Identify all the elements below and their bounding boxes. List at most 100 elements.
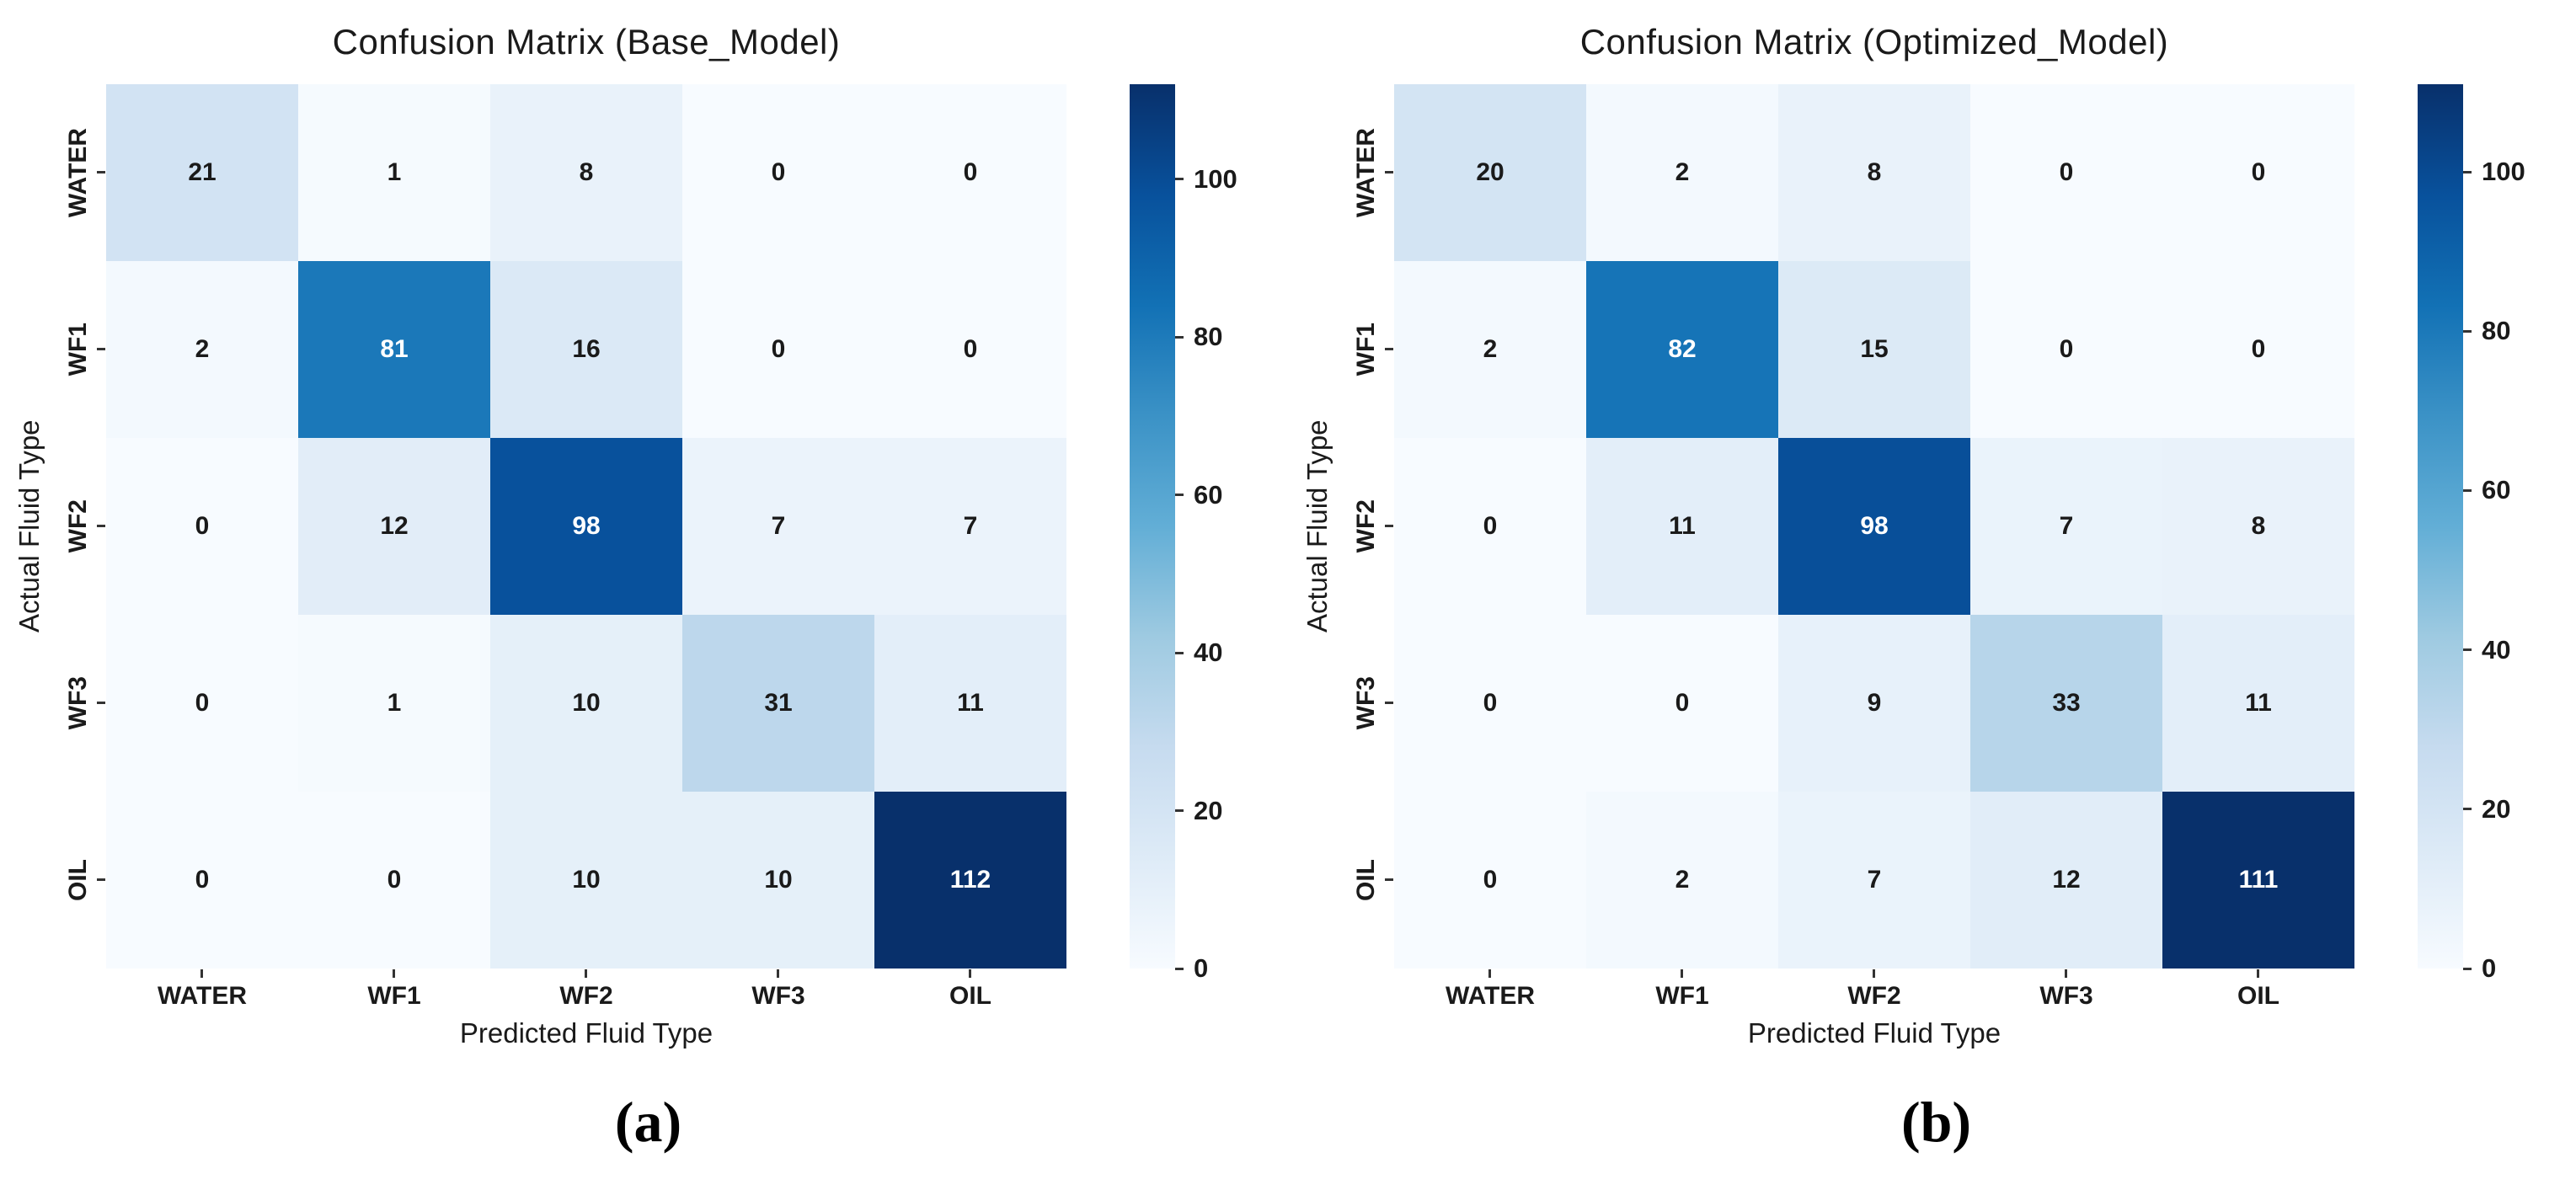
colorbar-tick: 40: [1175, 638, 1222, 668]
heatmap-grid: 20 2 8 0 0 2 82 15 0 0 0 11 98 7 8 0 0 9 33 11 0 2 7 12 111: [1394, 84, 2354, 969]
heatmap-cell: 81: [298, 261, 490, 438]
x-tick-mark: [393, 969, 395, 978]
colorbar-tick-label: 80: [2482, 316, 2511, 346]
heatmap-cell: 20: [1394, 84, 1586, 261]
x-tick-label: OIL: [874, 969, 1066, 1012]
colorbar-tick-label: 20: [1194, 795, 1223, 825]
heatmap-cell: 112: [874, 792, 1066, 969]
heatmap-cell: 2: [1586, 792, 1778, 969]
heatmap-cell: 10: [682, 792, 874, 969]
subfigure-caption-a: (a): [614, 1090, 682, 1154]
plot-title: Confusion Matrix (Optimized_Model): [1579, 22, 2169, 61]
heatmap-cell: 8: [1778, 84, 1970, 261]
y-axis-label: Actual Fluid Type: [13, 419, 45, 633]
colorbar-tick: 40: [2463, 635, 2510, 665]
heatmap-cell: 0: [1394, 615, 1586, 792]
x-tick-mark: [1488, 969, 1491, 978]
colorbar-tick-label: 60: [2482, 475, 2511, 505]
heatmap-cell: 2: [1394, 261, 1586, 438]
colorbar-tick: 80: [1175, 322, 1222, 352]
colorbar-tick: 100: [1175, 164, 1237, 195]
heatmap-cell: 0: [2162, 261, 2354, 438]
colorbar-tick-mark: [1175, 967, 1184, 970]
colorbar-tick-mark: [2463, 488, 2472, 492]
y-tick-label: WF2: [1339, 438, 1394, 615]
x-tick-mark: [2257, 969, 2259, 978]
colorbar-tick-label: 60: [1194, 479, 1223, 510]
x-tick-mark: [777, 969, 779, 978]
y-tick-mark: [97, 878, 105, 881]
x-tick-mark: [1873, 969, 1875, 978]
heatmap-cell: 31: [682, 615, 874, 792]
heatmap-cell: 2: [106, 261, 298, 438]
heatmap-cell: 1: [298, 615, 490, 792]
x-tick-mark: [200, 969, 203, 978]
heatmap-cell: 9: [1778, 615, 1970, 792]
y-tick-mark: [97, 525, 105, 527]
colorbar-tick-label: 20: [2482, 793, 2511, 824]
heatmap-cell: 0: [1586, 615, 1778, 792]
heatmap-cell: 0: [106, 615, 298, 792]
colorbar-tick: 20: [2463, 794, 2510, 824]
heatmap-cell: 16: [490, 261, 682, 438]
y-tick-mark: [1385, 348, 1393, 350]
heatmap-cell: 11: [874, 615, 1066, 792]
plot-title: Confusion Matrix (Base_Model): [332, 22, 841, 61]
heatmap-cell: 0: [1970, 84, 2162, 261]
colorbar-tick: 20: [1175, 796, 1222, 826]
colorbar-tick-mark: [1175, 178, 1184, 180]
x-axis-label: Predicted Fluid Type: [1747, 1017, 2001, 1049]
heatmap-cell: 0: [2162, 84, 2354, 261]
y-tick-mark: [97, 171, 105, 173]
y-tick-label: OIL: [51, 792, 106, 969]
heatmap-cell: 10: [490, 615, 682, 792]
y-tick-label: WF3: [1339, 615, 1394, 792]
y-tick-mark: [97, 702, 105, 704]
colorbar-tick-mark: [2463, 170, 2472, 173]
x-tick-label: WF2: [490, 969, 682, 1012]
x-tick-label: WF3: [1970, 969, 2162, 1012]
colorbar-tick-label: 100: [1194, 163, 1237, 194]
x-tick-label: WF1: [1586, 969, 1778, 1012]
heatmap-cell: 10: [490, 792, 682, 969]
colorbar-tick-label: 0: [2482, 953, 2497, 983]
heatmap-cell: 1: [298, 84, 490, 261]
subfigure-caption-b: (b): [1900, 1090, 1972, 1154]
colorbar-tick-mark: [2463, 648, 2472, 652]
colorbar-tick-label: 100: [2482, 157, 2525, 187]
colorbar-tick-mark: [1175, 651, 1184, 654]
x-tick-mark: [969, 969, 971, 978]
colorbar-tick: 60: [1175, 480, 1222, 510]
x-tick-label: OIL: [2162, 969, 2354, 1012]
y-tick-mark: [1385, 171, 1393, 173]
y-tick-label: WF1: [51, 261, 106, 438]
panel-base-model: Confusion Matrix (Base_Model) Actual Flu…: [13, 22, 1237, 1154]
heatmap-cell: 7: [682, 438, 874, 615]
heatmap-cell: 15: [1778, 261, 1970, 438]
heatmap-cell: 0: [1394, 792, 1586, 969]
y-tick-labels: WATER WF1 WF2 WF3 OIL: [1339, 84, 1394, 969]
colorbar-ticks: 0 20 40 60 80 100: [2463, 84, 2576, 983]
heatmap-cell: 0: [874, 84, 1066, 261]
colorbar-tick: 0: [1175, 953, 1208, 984]
heatmap-cell: 0: [1394, 438, 1586, 615]
colorbar-tick-mark: [1175, 494, 1184, 496]
colorbar-tick: 100: [2463, 157, 2525, 187]
x-axis-label: Predicted Fluid Type: [459, 1017, 713, 1049]
heatmap-cell: 111: [2162, 792, 2354, 969]
y-tick-mark: [1385, 702, 1393, 704]
colorbar-tick-mark: [1175, 809, 1184, 812]
heatmap-cell: 8: [2162, 438, 2354, 615]
heatmap-cell: 98: [1778, 438, 1970, 615]
heatmap-cell: 21: [106, 84, 298, 261]
x-tick-labels: WATER WF1 WF2 WF3 OIL: [1394, 969, 2354, 1012]
colorbar-tick-mark: [2463, 967, 2472, 970]
x-tick-labels: WATER WF1 WF2 WF3 OIL: [106, 969, 1066, 1012]
heatmap-cell: 0: [874, 261, 1066, 438]
heatmap-cell: 7: [1778, 792, 1970, 969]
x-tick-label: WF2: [1778, 969, 1970, 1012]
panel-optimized-model: Confusion Matrix (Optimized_Model) Actua…: [1288, 0, 2576, 1190]
x-tick-label: WF1: [298, 969, 490, 1012]
heatmap-cell: 82: [1586, 261, 1778, 438]
